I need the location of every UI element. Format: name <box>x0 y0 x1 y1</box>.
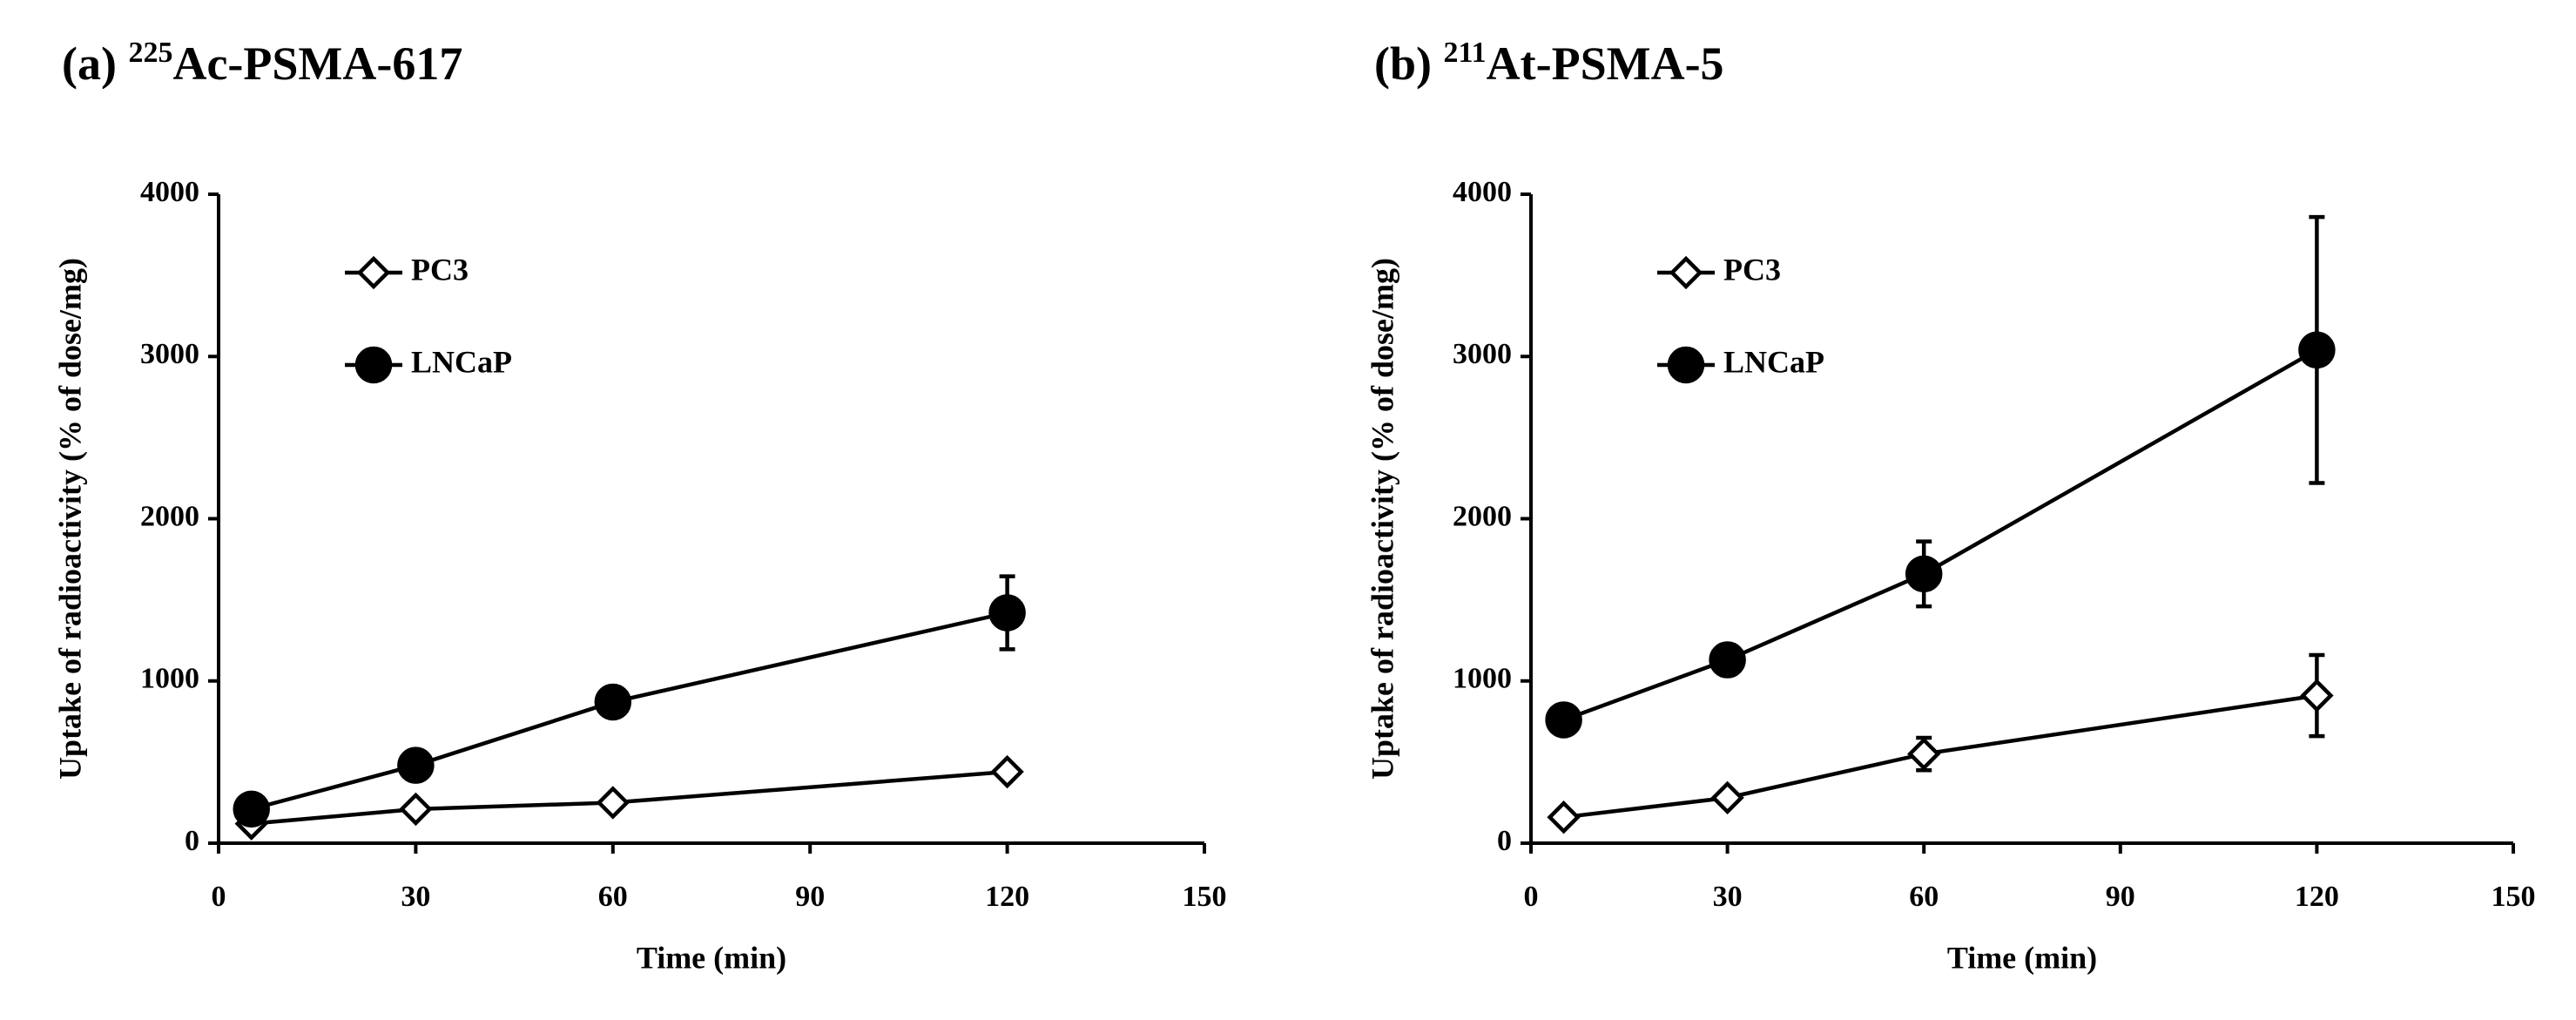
marker <box>594 683 632 721</box>
legend-label: LNCaP <box>411 344 512 379</box>
x-tick-label: 60 <box>1909 881 1939 913</box>
x-axis-label: Time (min) <box>637 940 786 975</box>
title-superscript: 225 <box>128 37 172 69</box>
y-tick-label: 1000 <box>1453 663 1512 695</box>
x-tick-label: 0 <box>212 881 226 913</box>
y-axis-label: Uptake of radioactivity (% of dose/mg) <box>52 258 87 780</box>
y-tick-label: 1000 <box>140 663 199 695</box>
marker <box>1907 737 1941 771</box>
title-part: (b) <box>1374 37 1444 90</box>
marker <box>1709 641 1746 679</box>
marker <box>397 746 435 784</box>
legend-label: PC3 <box>1723 252 1781 287</box>
y-tick-label: 4000 <box>1453 176 1512 208</box>
marker <box>1545 701 1582 739</box>
title-part: (a) <box>62 37 128 90</box>
x-tick-label: 150 <box>2492 881 2536 913</box>
marker <box>990 754 1024 789</box>
series-line <box>251 769 1008 826</box>
series-line <box>1562 348 2318 722</box>
legend-marker <box>1669 255 1703 290</box>
title-part: Ac-PSMA-617 <box>172 37 462 90</box>
x-tick-label: 120 <box>2295 881 2339 913</box>
x-tick-label: 90 <box>2106 881 2135 913</box>
y-tick-label: 2000 <box>140 500 199 532</box>
series-line <box>1563 693 2317 820</box>
y-tick-label: 2000 <box>1453 500 1512 532</box>
y-axis-label: Uptake of radioactivity (% of dose/mg) <box>1365 258 1399 780</box>
x-tick-label: 150 <box>1183 881 1227 913</box>
chart-title: (b) 211At-PSMA-5 <box>1374 37 1724 91</box>
x-tick-label: 90 <box>795 881 825 913</box>
title-superscript: 211 <box>1444 37 1487 69</box>
y-tick-label: 3000 <box>140 338 199 370</box>
legend-marker <box>1667 346 1705 384</box>
marker <box>233 790 270 828</box>
marker <box>2300 679 2334 713</box>
x-axis-label: Time (min) <box>1947 940 2097 975</box>
marker <box>1905 555 1943 593</box>
title-part: At-PSMA-5 <box>1487 37 1724 90</box>
x-tick-label: 60 <box>598 881 628 913</box>
x-tick-label: 30 <box>1713 881 1743 913</box>
y-tick-label: 4000 <box>140 176 199 208</box>
x-tick-label: 120 <box>985 881 1029 913</box>
y-tick-label: 3000 <box>1453 338 1512 370</box>
y-tick-label: 0 <box>185 825 199 857</box>
x-tick-label: 0 <box>1524 881 1539 913</box>
marker <box>596 786 630 820</box>
legend-marker <box>356 255 391 290</box>
marker <box>988 594 1026 632</box>
marker <box>1710 780 1744 815</box>
legend-label: PC3 <box>411 252 469 287</box>
marker <box>2298 331 2336 369</box>
y-tick-label: 0 <box>1497 825 1512 857</box>
marker <box>399 792 433 827</box>
series-line <box>251 611 1008 812</box>
x-tick-label: 30 <box>401 881 430 913</box>
legend-label: LNCaP <box>1723 344 1824 379</box>
marker <box>1547 800 1581 834</box>
chart-title: (a) 225Ac-PSMA-617 <box>62 37 462 91</box>
legend-marker <box>354 346 393 384</box>
